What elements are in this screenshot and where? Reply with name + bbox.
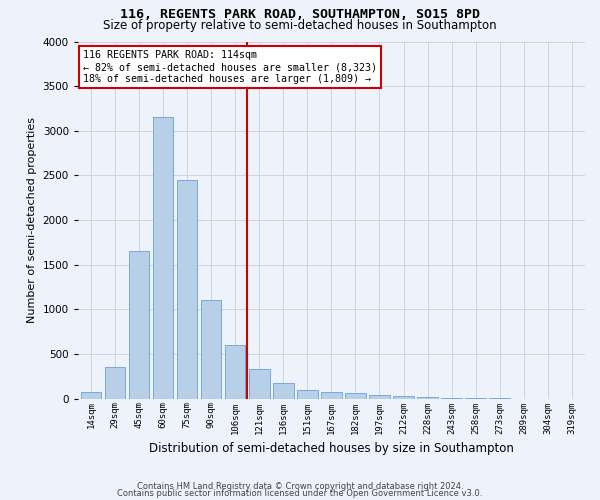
Text: 116, REGENTS PARK ROAD, SOUTHAMPTON, SO15 8PD: 116, REGENTS PARK ROAD, SOUTHAMPTON, SO1… — [120, 8, 480, 20]
X-axis label: Distribution of semi-detached houses by size in Southampton: Distribution of semi-detached houses by … — [149, 442, 514, 455]
Bar — [225, 345, 245, 399]
Bar — [321, 392, 341, 398]
Bar — [345, 393, 365, 398]
Bar — [201, 300, 221, 398]
Text: Size of property relative to semi-detached houses in Southampton: Size of property relative to semi-detach… — [103, 18, 497, 32]
Bar — [394, 396, 414, 398]
Bar — [369, 394, 390, 398]
Bar — [81, 392, 101, 398]
Bar — [153, 118, 173, 398]
Text: Contains HM Land Registry data © Crown copyright and database right 2024.: Contains HM Land Registry data © Crown c… — [137, 482, 463, 491]
Text: Contains public sector information licensed under the Open Government Licence v3: Contains public sector information licen… — [118, 489, 482, 498]
Bar — [249, 369, 269, 398]
Bar — [177, 180, 197, 398]
Bar — [273, 384, 293, 398]
Text: 116 REGENTS PARK ROAD: 114sqm
← 82% of semi-detached houses are smaller (8,323)
: 116 REGENTS PARK ROAD: 114sqm ← 82% of s… — [83, 50, 377, 84]
Bar — [105, 368, 125, 398]
Bar — [297, 390, 317, 398]
Y-axis label: Number of semi-detached properties: Number of semi-detached properties — [27, 117, 37, 323]
Bar — [129, 252, 149, 398]
